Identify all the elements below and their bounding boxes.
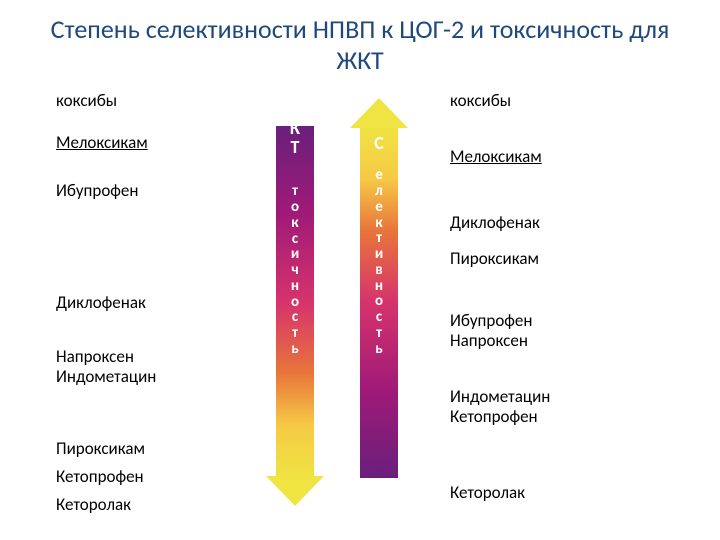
toxicity-arrow: ЖКТ токсичность bbox=[266, 98, 324, 506]
drug-label: Пироксикам bbox=[56, 438, 145, 460]
selectivity-arrow-head bbox=[350, 98, 408, 128]
selectivity-arrow-header: С bbox=[350, 134, 408, 153]
selectivity-vertical-label: елективность bbox=[350, 168, 408, 357]
drug-label: Напроксен bbox=[450, 330, 528, 352]
drug-label: Кеторолак bbox=[56, 494, 131, 516]
drug-label: Индометацин bbox=[56, 366, 156, 388]
drug-label: Индометацин bbox=[450, 386, 550, 408]
toxicity-vertical-label: токсичность bbox=[266, 184, 324, 357]
drug-label: Пироксикам bbox=[450, 248, 539, 270]
drug-label: Ибупрофен bbox=[450, 310, 532, 332]
drug-label: Кетопрофен bbox=[56, 466, 144, 488]
slide-title: Степень селективности НПВП к ЦОГ-2 и ток… bbox=[0, 0, 720, 84]
drug-label: Ибупрофен bbox=[56, 180, 138, 202]
drug-label: Мелоксикам bbox=[450, 146, 542, 168]
drug-label: Диклофенак bbox=[450, 212, 540, 234]
drug-label: Мелоксикам bbox=[56, 132, 148, 154]
drug-label: Напроксен bbox=[56, 346, 134, 368]
toxicity-arrow-head bbox=[266, 476, 324, 506]
selectivity-arrow: С елективность bbox=[350, 98, 408, 506]
drug-label: коксибы bbox=[450, 90, 511, 112]
drug-label: Диклофенак bbox=[56, 292, 146, 314]
diagram-area: коксибы Мелоксикам Ибупрофен Диклофенак Напр… bbox=[0, 84, 720, 534]
drug-label: коксибы bbox=[56, 90, 117, 112]
drug-label: Кеторолак bbox=[450, 482, 525, 504]
drug-label: Кетопрофен bbox=[450, 406, 538, 428]
toxicity-arrow-header: ЖКТ bbox=[266, 100, 324, 157]
